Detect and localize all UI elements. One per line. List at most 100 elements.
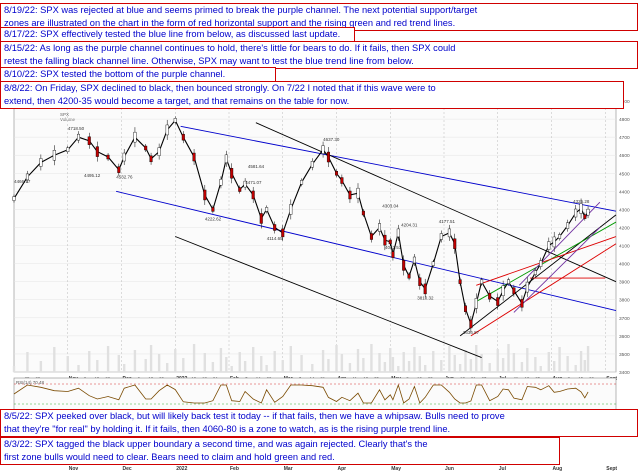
price-candle <box>574 208 578 218</box>
y-tick-label: 3500 <box>619 352 630 358</box>
price-candle <box>369 233 373 240</box>
volume-bar <box>238 352 241 372</box>
volume-bar <box>243 361 247 372</box>
x-tick-label-bottom: Sept <box>606 466 617 472</box>
price-annotation: 4581.64 <box>248 164 265 169</box>
volume-bar <box>488 363 491 372</box>
note-8-3-22: 8/3/22: SPX tagged the black upper bound… <box>0 437 560 465</box>
volume-bar <box>157 354 161 372</box>
price-candle <box>458 279 462 284</box>
note-8-8-22-line1: 8/8/22: On Friday, SPX declined to black… <box>4 83 436 93</box>
price-candle <box>383 234 387 246</box>
price-candle <box>281 228 285 238</box>
volume-bar <box>501 358 505 372</box>
volume-bar <box>12 366 16 372</box>
volume-bar <box>133 350 137 372</box>
price-candle <box>566 222 570 229</box>
volume-bar <box>566 356 569 372</box>
price-candle <box>133 131 137 143</box>
price-candle <box>106 154 110 160</box>
volume-bar <box>122 364 126 372</box>
price-candle <box>453 238 457 249</box>
price-annotation: 3636.87 <box>463 330 480 335</box>
volume-bar <box>583 360 587 372</box>
volume-bar <box>265 365 268 372</box>
y-tick-label: 4900 <box>619 99 630 105</box>
price-annotation: 4177.51 <box>439 219 456 224</box>
price-candle <box>251 190 255 200</box>
indicator-label: RSI(14) 70.48 <box>16 380 45 385</box>
price-candle <box>144 145 148 151</box>
x-tick-label-bottom: Jul <box>499 466 507 472</box>
y-tick-label: 3800 <box>619 298 630 304</box>
volume-bar <box>225 357 228 372</box>
price-candle <box>418 277 422 286</box>
price-candle <box>289 204 293 215</box>
price-annotation: 4303.04 <box>382 204 399 209</box>
volume-bar <box>219 348 223 372</box>
x-tick-label-bottom: Nov <box>69 466 79 472</box>
price-candle <box>496 297 500 306</box>
volume-bar <box>507 344 510 372</box>
volume-bar <box>117 355 121 372</box>
price-candle <box>402 260 406 271</box>
volume-bar <box>144 359 147 372</box>
note-8-10-22: 8/10/22: SPX tested the bottom of the pu… <box>0 67 276 82</box>
x-tick-label-bottom: Mar <box>284 466 293 472</box>
volume-bar <box>260 356 263 372</box>
price-candle <box>273 224 277 231</box>
volume-bar <box>327 359 330 372</box>
price-candle <box>464 305 468 312</box>
price-annotation: 4718.50 <box>68 126 85 131</box>
price-candle <box>439 233 443 240</box>
note-8-15-22: 8/15/22: As long as the purple channel c… <box>0 41 638 69</box>
y-tick-label: 3400 <box>619 370 630 376</box>
volume-bar <box>539 366 542 372</box>
volume-bar <box>335 345 338 372</box>
volume-bar <box>96 360 99 372</box>
note-8-19-22-line1: 8/19/22: SPX was rejected at blue and se… <box>4 5 478 15</box>
volume-bar <box>453 355 456 372</box>
y-tick-label: 4700 <box>619 135 630 141</box>
note-8-17-22: 8/17/22: SPX effectively tested the blue… <box>0 27 355 42</box>
volume-bar <box>402 352 405 372</box>
volume-bar <box>558 347 561 372</box>
volume-bar <box>192 344 196 372</box>
price-candle <box>431 261 435 266</box>
trend-line-black-channel-lower <box>175 236 482 358</box>
trend-line-purple-channel-top <box>518 201 601 286</box>
price-candle <box>326 151 330 163</box>
price-annotation: 4532.76 <box>116 175 133 180</box>
price-annotation: 4114.65 <box>267 236 283 241</box>
price-candle <box>388 239 392 245</box>
price-candle <box>579 203 583 214</box>
x-tick-label-bottom: Apr <box>338 466 347 472</box>
trend-line-purple-channel-bottom <box>513 227 601 313</box>
volume-bar <box>574 365 577 372</box>
volume-bar <box>251 347 255 372</box>
price-candle <box>310 161 314 168</box>
price-candle <box>76 133 80 141</box>
note-8-15-22-line2: retest the falling black channel line. O… <box>4 55 414 66</box>
price-candle <box>447 228 451 238</box>
y-tick-label: 4200 <box>619 225 630 231</box>
price-candle <box>95 146 99 157</box>
trend-line-blue-upper <box>180 125 617 212</box>
y-tick-label: 4600 <box>619 153 630 159</box>
y-tick-label: 4000 <box>619 262 630 268</box>
volume-bar <box>311 364 314 372</box>
price-candle <box>165 124 169 136</box>
price-annotation: 3810.32 <box>417 296 434 301</box>
volume-bar <box>423 365 427 372</box>
note-8-8-22-line2: extend, then 4200-35 would become a targ… <box>4 95 350 106</box>
trend-line-green-rising <box>476 221 617 302</box>
y-tick-label: 3700 <box>619 316 630 322</box>
chart-symbol-label: SPX <box>60 112 69 117</box>
price-candle <box>224 154 228 164</box>
volume-bar <box>512 353 516 372</box>
note-8-17-22-line1: 8/17/22: SPX effectively tested the blue… <box>4 29 341 39</box>
price-candle <box>66 147 70 153</box>
x-tick-label-bottom: 2022 <box>176 466 187 472</box>
price-candle <box>412 256 416 264</box>
trend-line-red-rising <box>470 243 617 337</box>
